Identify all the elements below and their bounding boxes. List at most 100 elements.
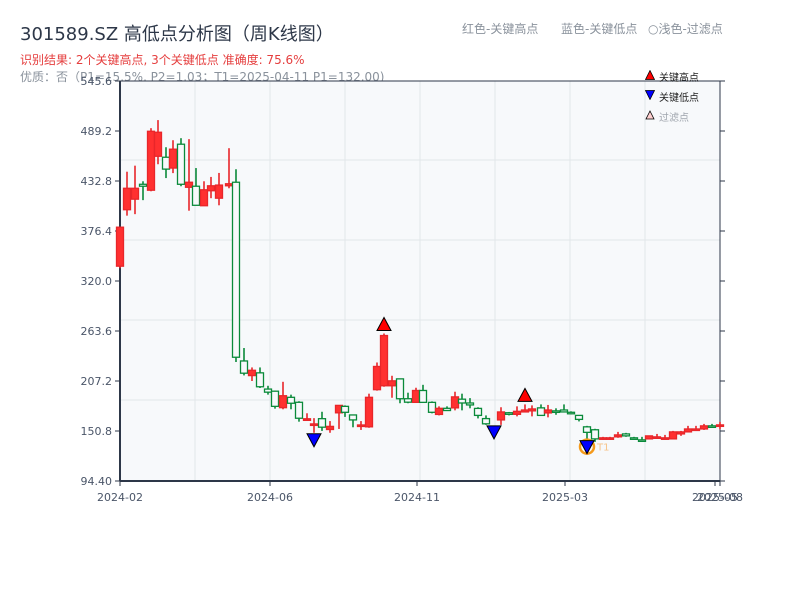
candle-body [403,398,413,403]
candle-body [294,401,304,419]
candle-body [146,130,156,191]
red-triangle-up-icon [644,69,659,83]
candle-body [536,407,546,417]
candle-body [598,437,608,440]
candle-body [644,435,654,440]
y-tick-label: 207.2 [81,375,113,388]
candle-body [395,378,405,400]
chart-legend: 关键高点 关键低点 过滤点 [644,66,699,126]
candle-body [239,360,249,374]
candle-body [161,156,171,170]
x-tick-label: 2025-08 [697,491,743,504]
candle-body [387,380,397,387]
legend-key-high: 关键高点 [644,66,699,86]
key-low-marker [579,440,595,455]
candle-body [130,187,140,200]
candle-body [605,437,615,440]
candle-body [270,390,280,408]
candle-body [138,183,148,187]
candle-body [153,131,163,157]
candle-body [184,181,194,188]
candle-body [566,411,576,415]
candle-body [278,395,288,409]
y-tick-label: 376.4 [81,225,113,238]
candle-body [668,431,678,440]
candle-body [348,414,358,421]
y-tick-label: 432.8 [81,175,113,188]
candle-body [527,408,537,412]
legend-key-low: 关键低点 [644,86,699,106]
t1-label: T1 [596,443,609,454]
candle-body [520,409,530,413]
candle-body [224,183,234,187]
candle-body [699,425,709,430]
candle-body [115,226,125,267]
candle-body [372,365,382,391]
x-tick-label: 2024-02 [97,491,143,504]
candle-body [691,428,701,432]
candle-body [206,185,216,192]
candle-body [652,436,662,440]
x-tick-label: 2024-06 [247,491,293,504]
candle-body [512,410,522,415]
candle-body [379,334,389,387]
candle-body [551,410,561,414]
y-tick-label: 489.2 [81,125,113,138]
blue-triangle-down-icon [644,89,659,103]
candle-body [176,143,186,185]
candle-body [450,396,460,409]
key-low-marker [486,425,502,440]
x-tick-label: 2024-11 [394,491,440,504]
candle-body [473,407,483,417]
candle-body [286,396,296,404]
y-tick-label: 94.40 [81,475,113,488]
candle-body [637,439,647,443]
candle-body [231,181,241,358]
candle-body [214,184,224,199]
candle-body [465,402,475,406]
top-legend-blue: 蓝色-关键低点 [561,22,638,36]
candle-body [325,425,335,431]
legend-filtered: 过滤点 [645,106,699,126]
top-legend-red: 红色-关键高点 [462,22,539,36]
candle-body [543,409,553,414]
y-tick-label: 545.6 [81,75,113,88]
candle-body [168,148,178,169]
candle-body [411,389,421,404]
candle-body [356,424,366,428]
candle-body [418,389,428,404]
candle-body [427,401,437,413]
candle-body [629,437,639,440]
result-summary: 识别结果: 2个关键高点, 3个关键低点 准确度: 75.6% [20,53,305,67]
candle-body [340,405,350,413]
candle-body [496,411,506,421]
candle-body [199,189,209,207]
x-tick-label: 2025-05 [692,491,738,504]
candle-body [302,418,312,422]
candle-body [191,185,201,206]
candle-body [247,369,257,377]
candle-body [317,418,327,428]
candle-body [434,407,444,416]
y-tick-label: 263.6 [81,325,113,338]
candle-body [481,417,491,425]
y-tick-label: 150.8 [81,425,113,438]
candle-body [613,434,623,438]
key-high-marker [376,316,392,331]
candle-body [574,414,584,421]
candle-body [255,372,265,388]
candle-body [364,396,374,428]
x-tick-label: 2025-03 [542,491,588,504]
candle-body [582,426,592,433]
faded-triangle-up-icon [645,109,659,123]
candle-body [683,428,693,433]
key-high-marker [517,387,533,402]
candle-body [504,412,514,415]
candle-body [559,409,569,413]
candle-body [621,433,631,437]
candle-body [715,424,725,428]
key-low-marker [306,433,322,448]
chart-title: 301589.SZ 高低点分析图（周K线图） [20,24,334,45]
candle-body [590,429,600,440]
